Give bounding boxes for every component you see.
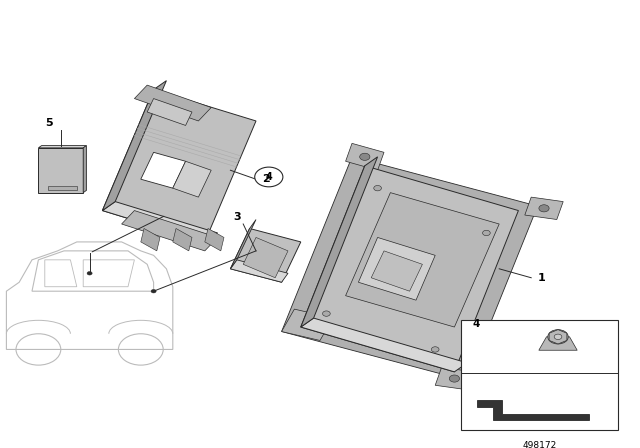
Circle shape	[554, 334, 562, 340]
Polygon shape	[134, 85, 211, 121]
Polygon shape	[346, 193, 499, 327]
Circle shape	[87, 271, 92, 275]
Polygon shape	[549, 330, 567, 344]
Polygon shape	[301, 318, 467, 372]
Text: 1: 1	[538, 273, 545, 283]
Circle shape	[483, 230, 490, 236]
Polygon shape	[38, 146, 86, 148]
Polygon shape	[346, 143, 384, 170]
Circle shape	[374, 185, 381, 191]
Polygon shape	[48, 186, 77, 190]
Polygon shape	[539, 337, 577, 350]
Text: 5: 5	[45, 118, 52, 128]
Polygon shape	[230, 220, 256, 269]
Polygon shape	[243, 237, 288, 278]
Polygon shape	[230, 260, 288, 282]
Circle shape	[302, 321, 312, 328]
Polygon shape	[173, 161, 211, 197]
Polygon shape	[38, 148, 83, 193]
Polygon shape	[205, 228, 224, 251]
Polygon shape	[102, 90, 256, 242]
Polygon shape	[122, 211, 218, 251]
Polygon shape	[230, 228, 301, 282]
Polygon shape	[525, 197, 563, 220]
Polygon shape	[282, 157, 538, 381]
Polygon shape	[83, 146, 86, 193]
Text: 4: 4	[472, 319, 480, 329]
Circle shape	[360, 153, 370, 160]
Polygon shape	[173, 228, 192, 251]
Circle shape	[548, 330, 568, 344]
Text: 3: 3	[234, 212, 241, 222]
Polygon shape	[141, 152, 186, 188]
Text: 4: 4	[266, 172, 272, 182]
Polygon shape	[301, 166, 518, 372]
Polygon shape	[358, 237, 435, 300]
Polygon shape	[282, 309, 333, 340]
Circle shape	[449, 375, 460, 382]
Polygon shape	[371, 251, 422, 291]
Polygon shape	[141, 228, 160, 251]
Text: 2: 2	[262, 174, 270, 184]
Polygon shape	[301, 157, 378, 327]
Circle shape	[151, 289, 156, 293]
Text: 498172: 498172	[522, 441, 556, 448]
Polygon shape	[102, 202, 218, 242]
Polygon shape	[477, 400, 589, 420]
Polygon shape	[102, 81, 166, 211]
Circle shape	[255, 167, 283, 187]
Circle shape	[323, 311, 330, 316]
Polygon shape	[435, 367, 474, 390]
Circle shape	[539, 205, 549, 212]
Polygon shape	[147, 99, 192, 125]
FancyBboxPatch shape	[461, 320, 618, 430]
Circle shape	[431, 347, 439, 352]
